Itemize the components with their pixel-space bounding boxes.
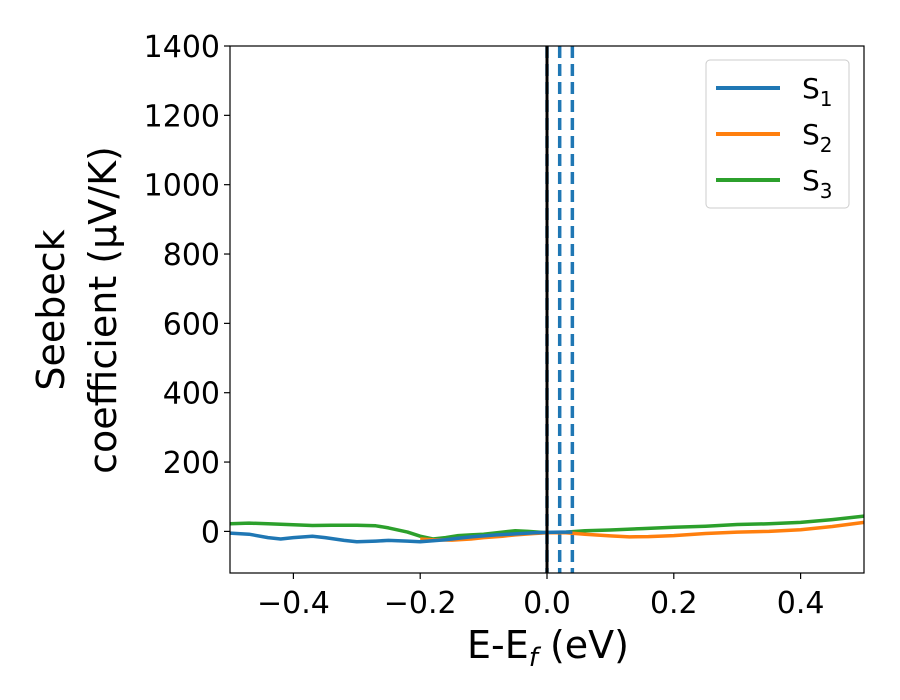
y-tick-label: 600 — [163, 307, 220, 342]
dashed-vertical-lines — [545, 46, 575, 573]
legend: S1 S2 S3 — [705, 59, 850, 209]
y-tick-label: 1200 — [144, 99, 220, 134]
y-tick-label: 1000 — [144, 169, 220, 204]
y-tick-label: 400 — [163, 377, 220, 412]
legend-label-s2: S2 — [802, 118, 833, 157]
y-tick-label: 1400 — [144, 30, 220, 65]
x-tick-label: 0.2 — [650, 586, 698, 621]
x-axis-title-main: E-E — [467, 623, 529, 667]
series-lines — [229, 514, 865, 544]
series-line-s1 — [229, 530, 573, 544]
legend-label-s3: S3 — [802, 164, 833, 203]
x-tick-label: −0.4 — [257, 586, 330, 621]
y-tick-label: 200 — [163, 446, 220, 481]
x-tick-label: −0.2 — [384, 586, 457, 621]
y-tick-label: 800 — [163, 238, 220, 273]
y-axis: 0 200 400 600 800 1000 1200 1400 — [144, 30, 230, 550]
x-tick-label: 0.0 — [523, 586, 571, 621]
x-axis: −0.4 −0.2 0.0 0.2 0.4 — [257, 573, 824, 621]
plot-area — [229, 46, 865, 573]
legend-label-s1: S1 — [802, 72, 833, 111]
x-axis-title: E-Ef (eV) — [467, 623, 629, 673]
x-axis-title-tail: (eV) — [538, 623, 629, 667]
y-axis-title-line2: coefficient (μV/K) — [81, 146, 125, 474]
y-axis-title: Seebeck coefficient (μV/K) — [29, 146, 125, 474]
x-tick-label: 0.4 — [777, 586, 825, 621]
y-axis-title-line1: Seebeck — [29, 229, 73, 390]
y-tick-label: 0 — [201, 515, 220, 550]
series-line-s2 — [420, 520, 865, 542]
